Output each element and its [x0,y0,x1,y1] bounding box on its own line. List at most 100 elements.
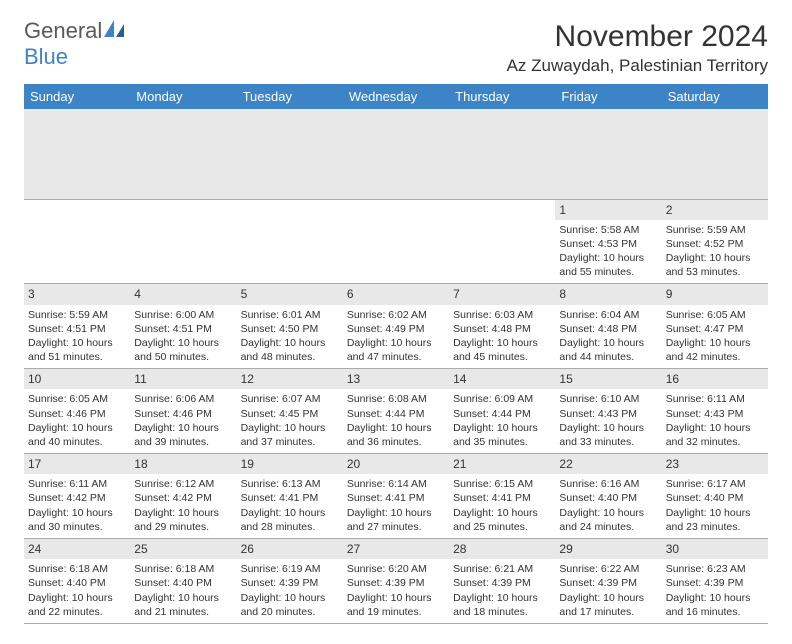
calendar-day: 7Sunrise: 6:03 AMSunset: 4:48 PMDaylight… [449,284,555,369]
sunrise-text: Sunrise: 6:10 AM [559,392,657,406]
calendar-day: 27Sunrise: 6:20 AMSunset: 4:39 PMDayligh… [343,539,449,624]
sunset-text: Sunset: 4:46 PM [134,407,232,421]
sunrise-text: Sunrise: 6:13 AM [241,477,339,491]
sunset-text: Sunset: 4:44 PM [347,407,445,421]
daylight-text: Daylight: 10 hours and 24 minutes. [559,506,657,534]
daylight-text: Daylight: 10 hours and 36 minutes. [347,421,445,449]
calendar-day: 9Sunrise: 6:05 AMSunset: 4:47 PMDaylight… [662,284,768,369]
daylight-text: Daylight: 10 hours and 32 minutes. [666,421,764,449]
day-number: 15 [555,369,661,389]
sunrise-text: Sunrise: 6:07 AM [241,392,339,406]
sunrise-text: Sunrise: 6:05 AM [666,308,764,322]
sunset-text: Sunset: 4:41 PM [241,491,339,505]
calendar-day: 1Sunrise: 5:58 AMSunset: 4:53 PMDaylight… [555,199,661,284]
day-number: 20 [343,454,449,474]
sunset-text: Sunset: 4:43 PM [559,407,657,421]
day-number: 9 [662,284,768,304]
calendar-day [343,199,449,284]
daylight-text: Daylight: 10 hours and 18 minutes. [453,591,551,619]
calendar-day: 11Sunrise: 6:06 AMSunset: 4:46 PMDayligh… [130,369,236,454]
daylight-text: Daylight: 10 hours and 23 minutes. [666,506,764,534]
daylight-text: Daylight: 10 hours and 51 minutes. [28,336,126,364]
calendar-week: 1Sunrise: 5:58 AMSunset: 4:53 PMDaylight… [24,199,768,284]
sunrise-text: Sunrise: 6:04 AM [559,308,657,322]
logo-sail-icon [104,20,126,43]
calendar-week: 24Sunrise: 6:18 AMSunset: 4:40 PMDayligh… [24,539,768,624]
weekday-header: Friday [555,84,661,109]
calendar-day: 17Sunrise: 6:11 AMSunset: 4:42 PMDayligh… [24,454,130,539]
sunrise-text: Sunrise: 6:17 AM [666,477,764,491]
logo-text-2: Blue [24,44,68,69]
sunset-text: Sunset: 4:40 PM [666,491,764,505]
sunset-text: Sunset: 4:39 PM [241,576,339,590]
calendar-day [130,199,236,284]
sunset-text: Sunset: 4:41 PM [453,491,551,505]
sunset-text: Sunset: 4:48 PM [559,322,657,336]
sunset-text: Sunset: 4:39 PM [559,576,657,590]
calendar-day: 10Sunrise: 6:05 AMSunset: 4:46 PMDayligh… [24,369,130,454]
sunrise-text: Sunrise: 6:06 AM [134,392,232,406]
calendar-day: 29Sunrise: 6:22 AMSunset: 4:39 PMDayligh… [555,539,661,624]
day-number: 7 [449,284,555,304]
sunrise-text: Sunrise: 6:23 AM [666,562,764,576]
calendar-day: 6Sunrise: 6:02 AMSunset: 4:49 PMDaylight… [343,284,449,369]
calendar-day: 5Sunrise: 6:01 AMSunset: 4:50 PMDaylight… [237,284,343,369]
sunrise-text: Sunrise: 6:05 AM [28,392,126,406]
day-number: 8 [555,284,661,304]
calendar-day: 18Sunrise: 6:12 AMSunset: 4:42 PMDayligh… [130,454,236,539]
calendar-week: 17Sunrise: 6:11 AMSunset: 4:42 PMDayligh… [24,454,768,539]
sunrise-text: Sunrise: 6:11 AM [28,477,126,491]
calendar-day: 16Sunrise: 6:11 AMSunset: 4:43 PMDayligh… [662,369,768,454]
logo-text-1: General [24,18,102,43]
sunset-text: Sunset: 4:46 PM [28,407,126,421]
calendar-day: 3Sunrise: 5:59 AMSunset: 4:51 PMDaylight… [24,284,130,369]
weekday-header: Thursday [449,84,555,109]
weekday-header: Saturday [662,84,768,109]
daylight-text: Daylight: 10 hours and 16 minutes. [666,591,764,619]
daylight-text: Daylight: 10 hours and 48 minutes. [241,336,339,364]
day-number: 4 [130,284,236,304]
calendar-day [449,199,555,284]
sunrise-text: Sunrise: 5:58 AM [559,223,657,237]
sunset-text: Sunset: 4:39 PM [666,576,764,590]
sunset-text: Sunset: 4:43 PM [666,407,764,421]
day-number: 29 [555,539,661,559]
calendar-day: 26Sunrise: 6:19 AMSunset: 4:39 PMDayligh… [237,539,343,624]
location: Az Zuwaydah, Palestinian Territory [24,56,768,76]
sunset-text: Sunset: 4:41 PM [347,491,445,505]
sunrise-text: Sunrise: 6:18 AM [134,562,232,576]
day-number: 12 [237,369,343,389]
daylight-text: Daylight: 10 hours and 53 minutes. [666,251,764,279]
daylight-text: Daylight: 10 hours and 37 minutes. [241,421,339,449]
logo: General Blue [24,18,126,70]
day-number: 1 [555,200,661,220]
calendar-day: 21Sunrise: 6:15 AMSunset: 4:41 PMDayligh… [449,454,555,539]
day-number: 25 [130,539,236,559]
calendar-day: 25Sunrise: 6:18 AMSunset: 4:40 PMDayligh… [130,539,236,624]
day-number: 6 [343,284,449,304]
weekday-header: Wednesday [343,84,449,109]
day-number: 11 [130,369,236,389]
day-number: 27 [343,539,449,559]
sunrise-text: Sunrise: 6:15 AM [453,477,551,491]
calendar-day: 13Sunrise: 6:08 AMSunset: 4:44 PMDayligh… [343,369,449,454]
sunset-text: Sunset: 4:50 PM [241,322,339,336]
sunrise-text: Sunrise: 6:03 AM [453,308,551,322]
daylight-text: Daylight: 10 hours and 55 minutes. [559,251,657,279]
calendar-day: 20Sunrise: 6:14 AMSunset: 4:41 PMDayligh… [343,454,449,539]
day-number: 28 [449,539,555,559]
sunset-text: Sunset: 4:40 PM [134,576,232,590]
sunrise-text: Sunrise: 6:21 AM [453,562,551,576]
daylight-text: Daylight: 10 hours and 28 minutes. [241,506,339,534]
calendar-day: 28Sunrise: 6:21 AMSunset: 4:39 PMDayligh… [449,539,555,624]
day-number: 22 [555,454,661,474]
sunrise-text: Sunrise: 6:18 AM [28,562,126,576]
day-number: 17 [24,454,130,474]
calendar-day [237,199,343,284]
calendar-week: 10Sunrise: 6:05 AMSunset: 4:46 PMDayligh… [24,369,768,454]
weekday-header: Monday [130,84,236,109]
sunset-text: Sunset: 4:48 PM [453,322,551,336]
weekday-row: Sunday Monday Tuesday Wednesday Thursday… [24,84,768,109]
calendar-day: 22Sunrise: 6:16 AMSunset: 4:40 PMDayligh… [555,454,661,539]
day-number: 19 [237,454,343,474]
